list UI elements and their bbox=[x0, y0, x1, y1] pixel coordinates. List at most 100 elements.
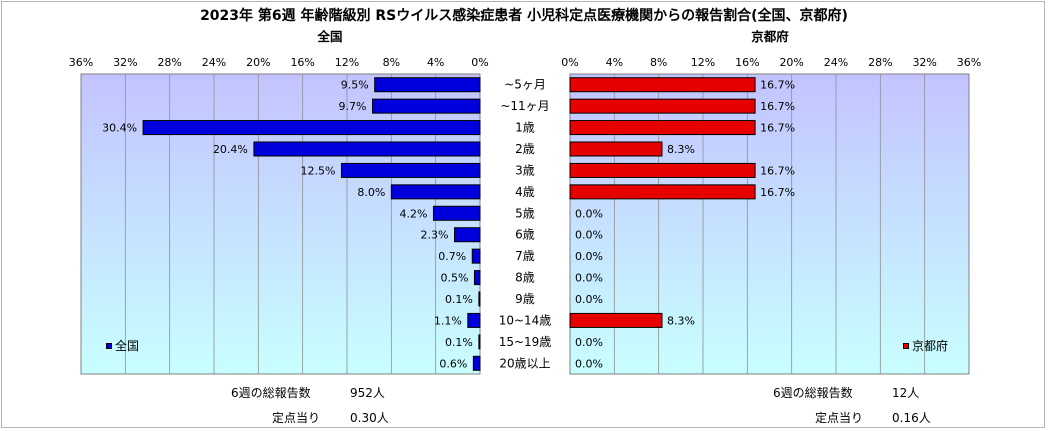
kyoto-legend: 京都府 bbox=[903, 337, 948, 354]
kyoto-bar bbox=[569, 312, 663, 328]
kyoto-data-label: 0.0% bbox=[575, 250, 603, 263]
kyoto-bar bbox=[569, 162, 756, 178]
kyoto-tick-label: 16% bbox=[735, 56, 759, 69]
national-tick-label: 20% bbox=[246, 56, 270, 69]
age-category-label: 2歳 bbox=[515, 142, 535, 156]
kyoto-bar bbox=[569, 77, 756, 93]
kyoto-data-label: 0.0% bbox=[575, 357, 603, 370]
national-plot-area bbox=[80, 73, 481, 375]
national-legend-label: 全国 bbox=[115, 339, 140, 353]
age-category-label: 7歳 bbox=[515, 249, 535, 263]
kyoto-data-label: 0.0% bbox=[575, 272, 603, 285]
national-data-label: 9.5% bbox=[341, 79, 369, 92]
kyoto-per-value: 0.16人 bbox=[892, 411, 931, 425]
national-bar bbox=[478, 334, 481, 350]
kyoto-data-label: 0.0% bbox=[575, 229, 603, 242]
national-total-value: 952人 bbox=[350, 386, 385, 400]
national-bar bbox=[454, 227, 481, 243]
national-data-label: 4.2% bbox=[399, 207, 427, 220]
age-category-label: 4歳 bbox=[515, 185, 535, 199]
age-category-label: 15~19歳 bbox=[499, 335, 552, 349]
national-bar bbox=[340, 162, 481, 178]
kyoto-data-label: 8.3% bbox=[667, 143, 695, 156]
national-tick-label: 4% bbox=[427, 56, 444, 69]
national-panel: 36% 32% 28% 24% 20% 16% 12% 8% 4% 0% 9.5% 9.7% 30.4%… bbox=[69, 56, 489, 375]
national-bar bbox=[432, 205, 481, 221]
age-category-label: 3歳 bbox=[515, 163, 535, 177]
age-category-label: ~5ヶ月 bbox=[504, 78, 546, 92]
national-bar bbox=[471, 248, 481, 264]
national-data-label: 8.0% bbox=[357, 186, 385, 199]
kyoto-data-label: 16.7% bbox=[760, 100, 795, 113]
kyoto-tick-label: 24% bbox=[824, 56, 848, 69]
national-tick-label: 8% bbox=[383, 56, 400, 69]
national-bar bbox=[467, 312, 481, 328]
kyoto-tick-label: 4% bbox=[606, 56, 623, 69]
kyoto-data-label: 0.0% bbox=[575, 336, 603, 349]
national-legend: 全国 bbox=[106, 337, 139, 354]
national-bar bbox=[473, 270, 481, 286]
national-data-label: 20.4% bbox=[213, 143, 248, 156]
chart-title: 2023年 第6週 年齢階級別 RSウイルス感染症患者 小児科定点医療機関からの… bbox=[200, 8, 848, 24]
national-bar bbox=[478, 291, 481, 307]
age-category-label: 8歳 bbox=[515, 271, 535, 285]
kyoto-tick-label: 28% bbox=[868, 56, 892, 69]
kyoto-bar bbox=[569, 141, 663, 157]
kyoto-tick-label: 20% bbox=[779, 56, 803, 69]
national-data-label: 0.6% bbox=[439, 357, 467, 370]
age-category-label: ~11ヶ月 bbox=[500, 99, 549, 113]
kyoto-tick-label: 0% bbox=[561, 56, 578, 69]
national-bar bbox=[390, 184, 481, 200]
age-category-labels: ~5ヶ月 ~11ヶ月 1歳 2歳 3歳 4歳 5歳 6歳 7歳 8歳 9歳 10~14歳 15~19歳 2… bbox=[499, 78, 552, 371]
national-bar bbox=[374, 77, 481, 93]
national-per-value: 0.30人 bbox=[350, 411, 389, 425]
age-category-label: 6歳 bbox=[515, 228, 535, 242]
national-data-label: 12.5% bbox=[301, 164, 336, 177]
age-category-label: 1歳 bbox=[515, 121, 535, 135]
age-category-label: 20歳以上 bbox=[499, 356, 550, 370]
kyoto-plot-area bbox=[569, 73, 970, 375]
national-total-label: 6週の総報告数 bbox=[231, 386, 311, 400]
age-category-label: 5歳 bbox=[515, 206, 535, 220]
kyoto-tick-label: 32% bbox=[912, 56, 936, 69]
kyoto-data-label: 0.0% bbox=[575, 207, 603, 220]
kyoto-legend-label: 京都府 bbox=[912, 339, 949, 353]
kyoto-data-label: 16.7% bbox=[760, 164, 795, 177]
age-category-label: 10~14歳 bbox=[499, 313, 552, 327]
national-bar bbox=[472, 355, 481, 371]
national-bar bbox=[253, 141, 481, 157]
national-tick-label: 36% bbox=[69, 56, 93, 69]
kyoto-bar bbox=[569, 184, 756, 200]
kyoto-data-label: 16.7% bbox=[760, 186, 795, 199]
kyoto-total-value: 12人 bbox=[892, 386, 920, 400]
kyoto-tick-label: 8% bbox=[650, 56, 667, 69]
kyoto-legend-swatch bbox=[903, 342, 909, 349]
kyoto-subtitle: 京都府 bbox=[751, 29, 789, 44]
kyoto-panel: 0% 4% 8% 12% 16% 20% 24% 28% 32% 36% 16.7% 16.7% 16.… bbox=[561, 56, 981, 375]
kyoto-data-label: 8.3% bbox=[667, 314, 695, 327]
national-tick-label: 32% bbox=[113, 56, 137, 69]
national-data-label: 30.4% bbox=[102, 122, 137, 135]
kyoto-tick-label: 36% bbox=[957, 56, 981, 69]
national-tick-label: 12% bbox=[335, 56, 359, 69]
kyoto-data-label: 16.7% bbox=[760, 79, 795, 92]
national-tick-label: 24% bbox=[202, 56, 226, 69]
national-tick-label: 28% bbox=[157, 56, 181, 69]
kyoto-tick-label: 12% bbox=[691, 56, 715, 69]
national-bar bbox=[371, 98, 481, 114]
national-data-label: 9.7% bbox=[339, 100, 367, 113]
national-subtitle: 全国 bbox=[317, 29, 343, 44]
national-data-label: 2.3% bbox=[421, 229, 449, 242]
national-tick-label: 0% bbox=[471, 56, 488, 69]
national-data-label: 0.1% bbox=[445, 293, 473, 306]
national-data-label: 0.1% bbox=[445, 336, 473, 349]
national-data-label: 1.1% bbox=[434, 314, 462, 327]
national-legend-swatch bbox=[106, 342, 112, 349]
national-bar bbox=[142, 120, 481, 136]
national-data-label: 0.5% bbox=[441, 272, 469, 285]
national-per-label: 定点当り bbox=[272, 411, 321, 425]
national-data-label: 0.7% bbox=[438, 250, 466, 263]
kyoto-data-label: 0.0% bbox=[575, 293, 603, 306]
